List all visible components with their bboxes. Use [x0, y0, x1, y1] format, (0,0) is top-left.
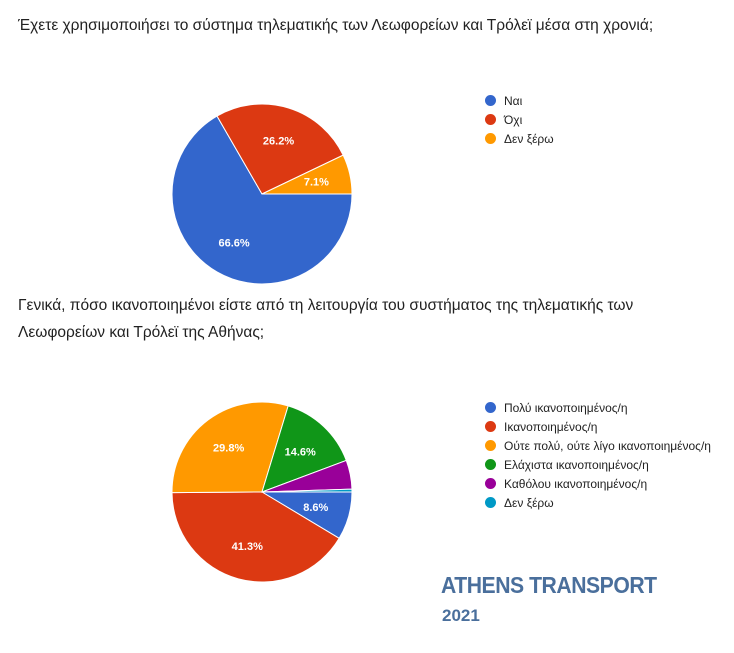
legend-label: Καθόλου ικανοποιημένος/η	[504, 476, 648, 491]
legend-label: Ελάχιστα ικανοποιημένος/η	[504, 457, 649, 472]
legend-swatch	[485, 440, 496, 451]
slice-label: 41.3%	[232, 541, 263, 553]
legend-label: Πολύ ικανοποιημένος/η	[504, 400, 628, 415]
slice-label: 14.6%	[285, 446, 316, 458]
legend-label: Ναι	[504, 93, 523, 108]
pie-chart-usage: 66.6% 26.2% 7.1%	[171, 103, 353, 285]
pie-chart-satisfaction: 8.6% 41.3% 29.8% 14.6%	[171, 401, 353, 583]
legend-label: Δεν ξέρω	[504, 131, 554, 146]
brand-logo: ATHENS TRANSPORT 2021	[441, 572, 675, 625]
legend-item: Ναι	[485, 91, 554, 110]
legend-swatch	[485, 402, 496, 413]
pie-slice	[261, 405, 347, 493]
pie-slice	[261, 154, 353, 195]
legend-swatch	[485, 133, 496, 144]
legend-item: Ελάχιστα ικανοποιημένος/η	[485, 455, 711, 474]
legend-swatch	[485, 459, 496, 470]
legend-swatch	[485, 478, 496, 489]
slice-label: 7.1%	[304, 177, 329, 189]
legend-item: Καθόλου ικανοποιημένος/η	[485, 474, 711, 493]
pie-slice	[261, 488, 353, 493]
slice-label: 26.2%	[263, 136, 294, 148]
legend-swatch	[485, 497, 496, 508]
slice-label: 29.8%	[213, 442, 244, 454]
legend-item: Ικανοποιημένος/η	[485, 417, 711, 436]
legend-item: Δεν ξέρω	[485, 493, 711, 512]
brand-name: ATHENS TRANSPORT	[441, 572, 657, 598]
legend-item: Ούτε πολύ, ούτε λίγο ικανοποιημένος/η	[485, 436, 711, 455]
pie-slice	[171, 115, 353, 285]
legend-item: Δεν ξέρω	[485, 129, 554, 148]
legend-usage: Ναι Όχι Δεν ξέρω	[485, 91, 554, 148]
legend-swatch	[485, 421, 496, 432]
legend-swatch	[485, 95, 496, 106]
legend-label: Ικανοποιημένος/η	[504, 419, 598, 434]
legend-item: Όχι	[485, 110, 554, 129]
slice-label: 66.6%	[218, 237, 249, 249]
question-2-title: Γενικά, πόσο ικανοποιημένοι είστε από τη…	[18, 297, 634, 341]
pie-slice	[171, 491, 340, 583]
question-1-title: Έχετε χρησιμοποιήσει το σύστημα τηλεματι…	[18, 17, 654, 34]
legend-label: Ούτε πολύ, ούτε λίγο ικανοποιημένος/η	[504, 438, 711, 453]
legend-label: Δεν ξέρω	[504, 495, 554, 510]
legend-item: Πολύ ικανοποιημένος/η	[485, 398, 711, 417]
legend-satisfaction: Πολύ ικανοποιημένος/η Ικανοποιημένος/η Ούτ…	[485, 398, 711, 512]
legend-label: Όχι	[504, 112, 523, 127]
brand-year: 2021	[442, 606, 480, 625]
pie-slice	[171, 401, 289, 494]
pie-slice	[216, 103, 344, 195]
slice-label: 8.6%	[303, 502, 328, 514]
legend-swatch	[485, 114, 496, 125]
